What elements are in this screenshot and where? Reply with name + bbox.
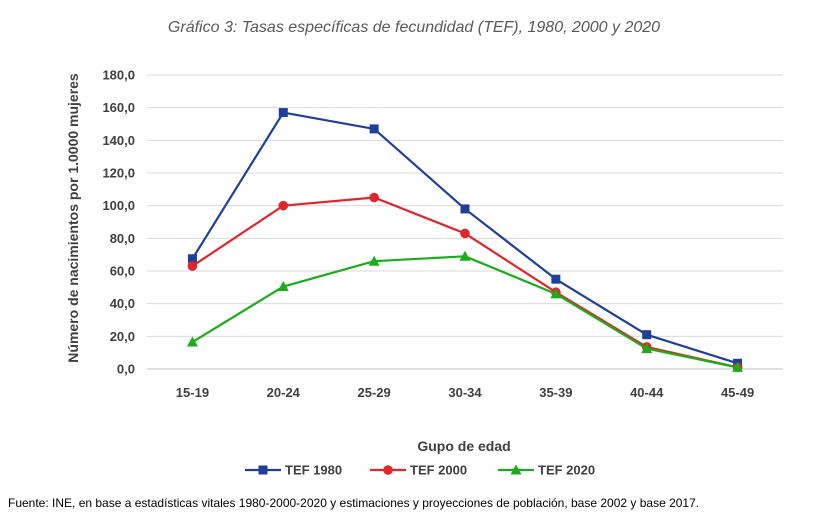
series-line <box>191 196 738 369</box>
y-tick-label: 140,0 <box>102 133 135 148</box>
legend-marker <box>383 465 393 475</box>
series-tef-2000 <box>187 192 743 373</box>
legend-label: TEF 2020 <box>538 463 595 478</box>
series-line <box>191 255 738 369</box>
data-point <box>186 336 198 347</box>
y-tick-label: 20,0 <box>110 329 135 344</box>
x-axis-ticks: 15-19 20-24 25-29 30-34 35-39 40-44 45-49 <box>176 385 754 400</box>
data-point <box>550 288 562 299</box>
legend-label: TEF 2000 <box>410 463 467 478</box>
x-tick-label: 45-49 <box>721 385 754 400</box>
legend-item: TEF 1980 <box>245 463 342 478</box>
data-point <box>187 254 197 264</box>
data-point <box>369 192 379 203</box>
data-point <box>278 200 289 211</box>
data-point <box>460 204 470 214</box>
x-tick-label: 15-19 <box>176 385 209 400</box>
x-axis-label: Gupo de edad <box>417 438 510 454</box>
chart-title: Gráfico 3: Tasas específicas de fecundid… <box>168 19 660 36</box>
data-point <box>278 108 288 118</box>
x-tick-label: 30-34 <box>448 385 482 400</box>
data-point <box>732 361 744 372</box>
data-point <box>642 330 652 340</box>
data-point <box>459 250 471 261</box>
data-point <box>277 281 289 292</box>
y-tick-label: 100,0 <box>102 198 135 213</box>
x-tick-label: 25-29 <box>358 385 391 400</box>
data-point <box>369 124 379 134</box>
fertility-line-chart: Gráfico 3: Tasas específicas de fecundid… <box>65 19 783 478</box>
y-tick-label: 60,0 <box>110 264 135 279</box>
data-point <box>460 228 470 239</box>
legend-label: TEF 1980 <box>285 463 342 478</box>
y-axis-ticks: 0,0 20,0 40,0 60,0 80,0 100,0 120,0 140,0 160,0 1… <box>102 68 135 377</box>
gridlines <box>147 74 783 370</box>
legend: TEF 1980 TEF 2000 TEF 2020 <box>245 463 595 478</box>
x-tick-label: 20-24 <box>267 385 301 400</box>
legend-item: TEF 2000 <box>370 463 467 478</box>
y-axis-label: Número de nacimientos por 1.0000 mujeres <box>65 73 81 363</box>
series-lines <box>186 108 744 373</box>
y-tick-label: 0,0 <box>117 362 135 377</box>
legend-marker <box>510 464 522 475</box>
legend-marker <box>258 465 268 475</box>
source-note: Fuente: INE, en base a estadísticas vita… <box>8 496 700 510</box>
data-point <box>187 261 198 271</box>
y-tick-label: 40,0 <box>110 296 135 311</box>
x-tick-label: 35-39 <box>539 385 572 400</box>
data-point <box>551 274 561 284</box>
series-tef-2020 <box>186 250 744 372</box>
data-point <box>368 255 380 266</box>
y-tick-label: 120,0 <box>102 166 135 181</box>
data-point <box>641 343 653 354</box>
y-tick-label: 80,0 <box>110 231 135 246</box>
y-tick-label: 160,0 <box>102 100 135 115</box>
legend-item: TEF 2020 <box>498 463 595 478</box>
x-tick-label: 40-44 <box>630 385 664 400</box>
y-tick-label: 180,0 <box>102 68 135 83</box>
